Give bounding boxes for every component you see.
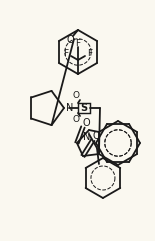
- Text: S: S: [80, 103, 88, 113]
- Text: O: O: [73, 115, 80, 125]
- Text: O: O: [73, 92, 80, 100]
- Text: •: •: [51, 120, 55, 126]
- Text: N: N: [66, 103, 73, 113]
- Text: F: F: [63, 49, 69, 59]
- Text: O: O: [82, 118, 90, 128]
- Text: O: O: [66, 35, 74, 45]
- Text: O: O: [92, 131, 100, 141]
- Text: F: F: [75, 40, 81, 48]
- Text: F: F: [87, 49, 93, 59]
- Text: N: N: [83, 132, 91, 142]
- FancyBboxPatch shape: [78, 103, 90, 113]
